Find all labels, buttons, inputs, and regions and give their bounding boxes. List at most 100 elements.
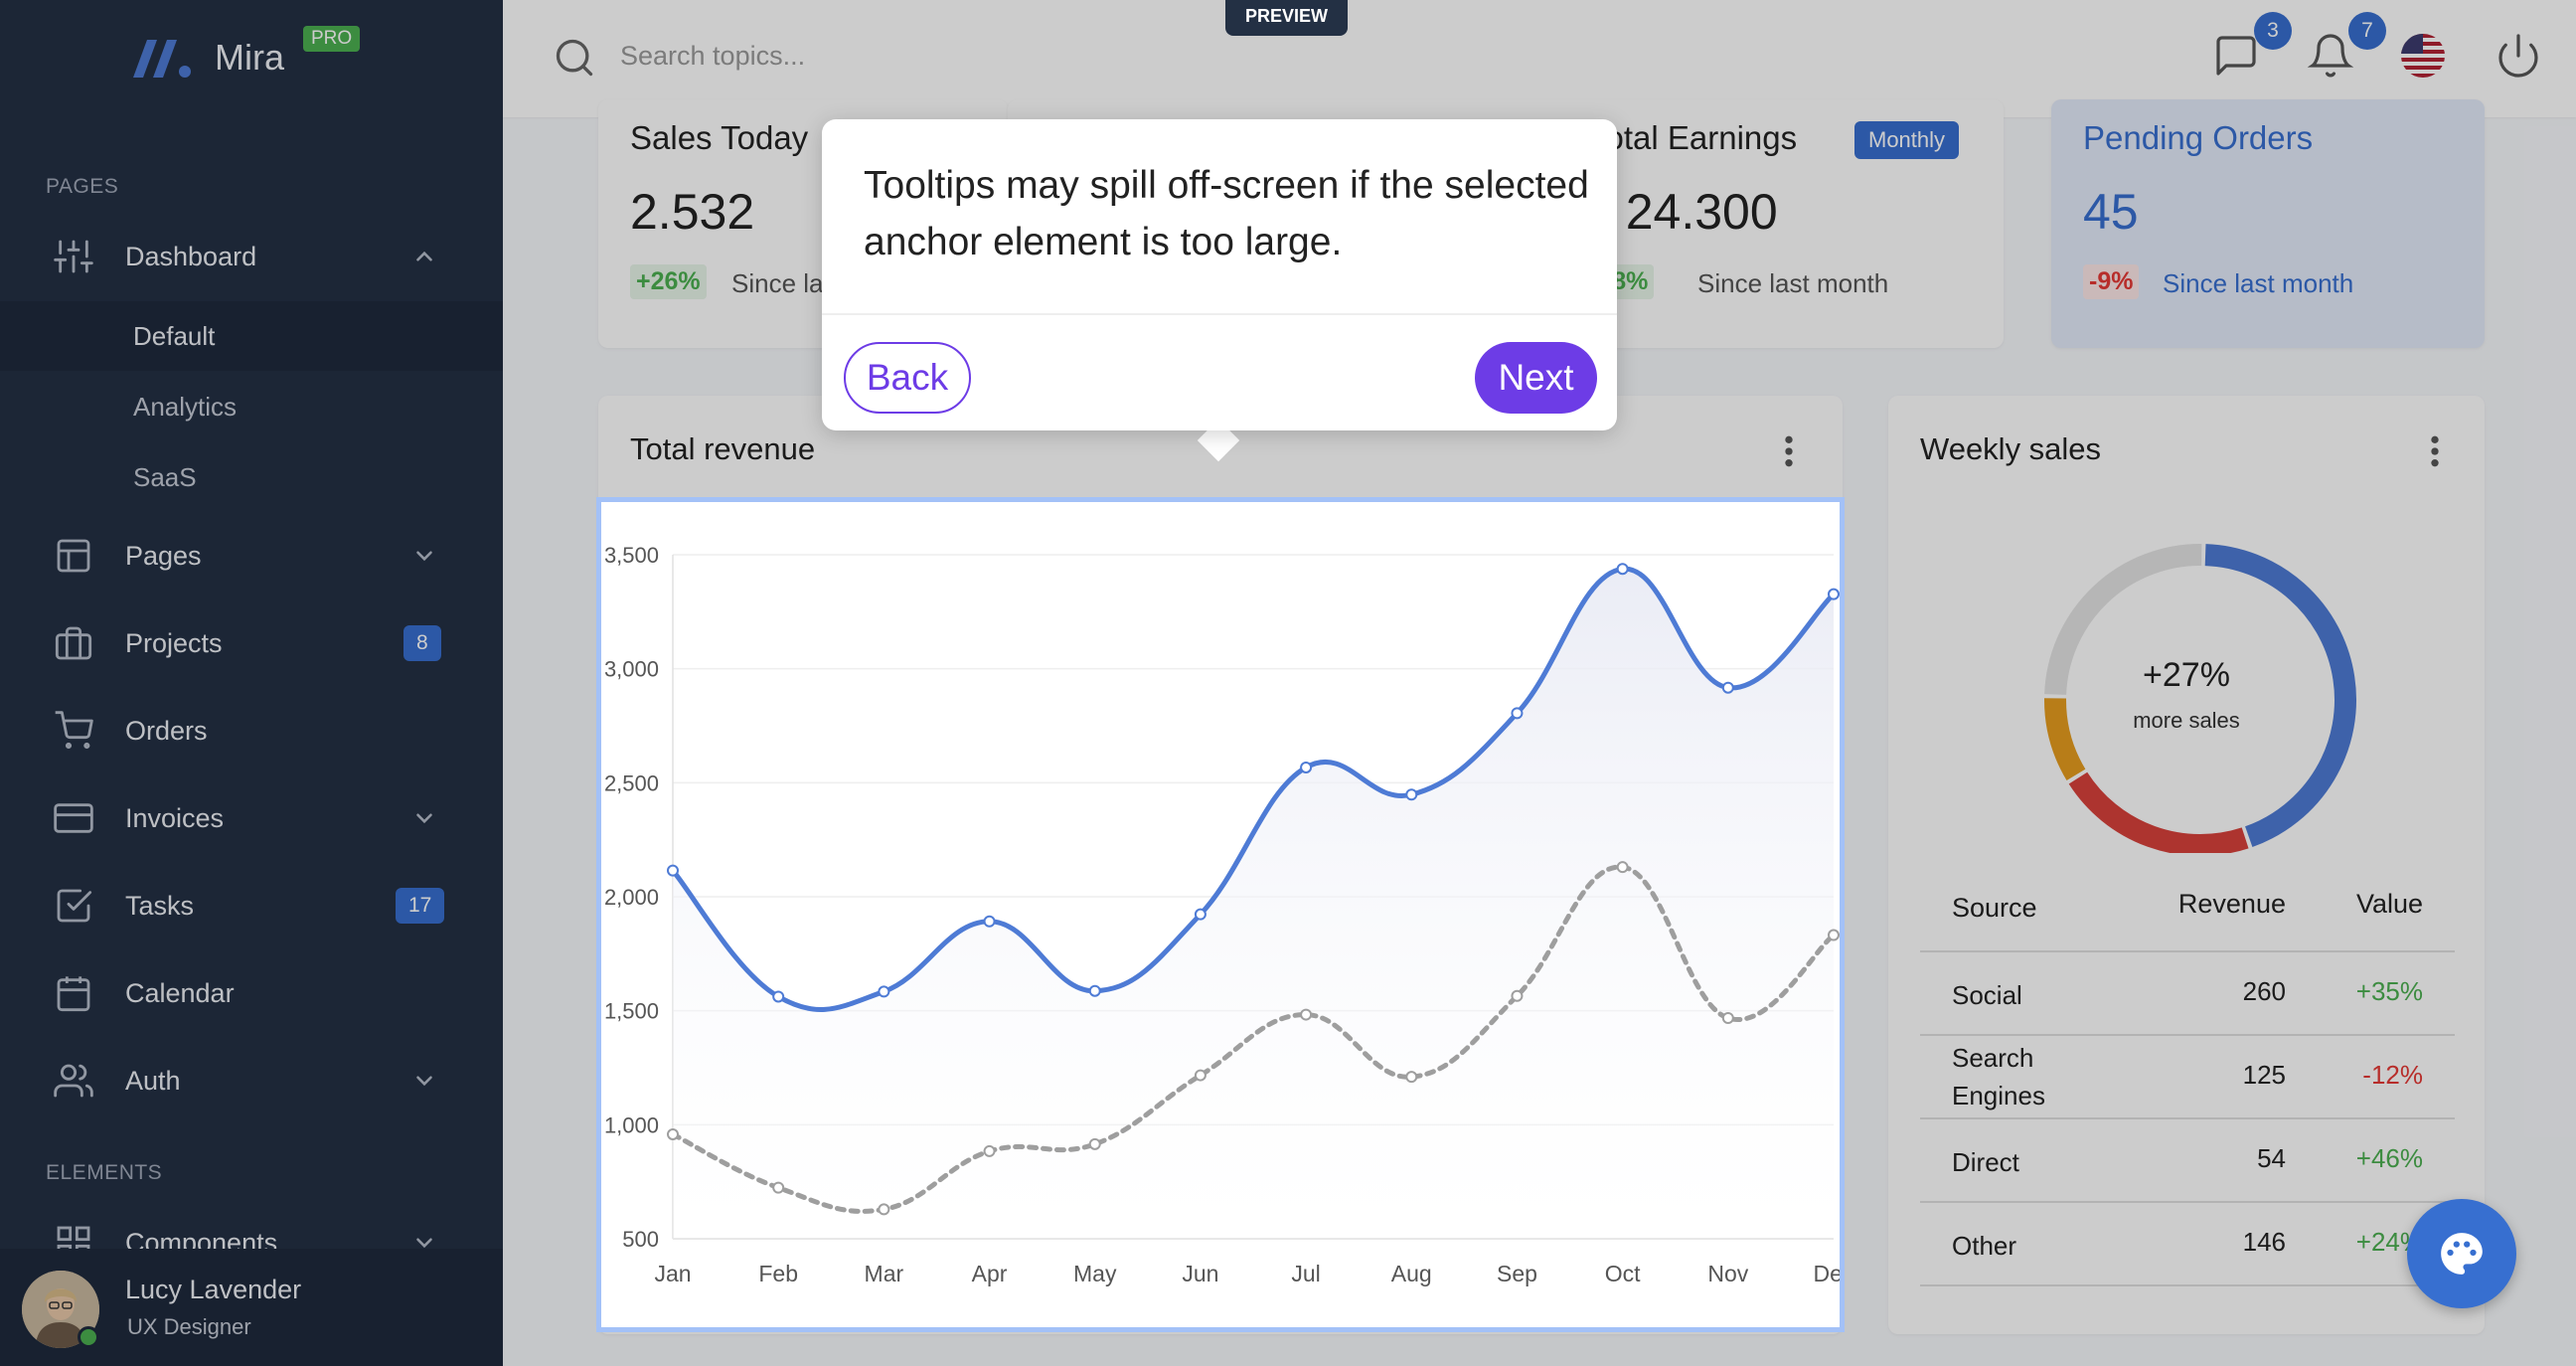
table-header-source: Source	[1952, 893, 2037, 923]
search-icon	[556, 39, 593, 77]
search-input[interactable]	[620, 30, 1216, 82]
back-button[interactable]: Back	[844, 342, 971, 414]
donut-slice	[2044, 544, 2202, 696]
tooltip-text: Tooltips may spill off-screen if the sel…	[864, 164, 1589, 263]
user-profile[interactable]: Lucy Lavender UX Designer	[0, 1249, 503, 1366]
theme-settings-button[interactable]	[2407, 1199, 2516, 1308]
tour-tooltip: Tooltips may spill off-screen if the sel…	[822, 119, 1617, 430]
bell-icon[interactable]	[2307, 32, 2354, 80]
sidebar-subitem-analytics[interactable]: Analytics	[0, 372, 503, 441]
x-tick-label: Apr	[972, 1261, 1008, 1286]
table-cell-revenue: 260	[2242, 976, 2286, 1006]
stat-card-pending-orders: Pending Orders 45 -9% Since last month	[2051, 99, 2485, 348]
series-2-point	[1405, 1071, 1418, 1084]
brand[interactable]: Mira	[129, 28, 284, 87]
table-cell-value: +46%	[2355, 1143, 2423, 1173]
sidebar-item-auth[interactable]: Auth	[0, 1045, 503, 1116]
sidebar-item-calendar[interactable]: Calendar	[0, 957, 503, 1029]
sidebar-item-pages[interactable]: Pages	[0, 520, 503, 592]
revenue-line-chart: 3,500 3,000 2,500 2,000 1,500 1,000 500 Jan Feb M…	[604, 543, 1840, 1286]
more-vertical-icon[interactable]	[2415, 429, 2455, 473]
sidebar-subitem-default[interactable]: Default	[0, 301, 503, 371]
sidebar-subitem-saas[interactable]: SaaS	[0, 442, 503, 512]
y-tick-label: 3,000	[604, 657, 659, 682]
projects-count-badge: 8	[403, 625, 441, 661]
briefcase-icon	[55, 626, 92, 660]
series-2-point	[1828, 929, 1840, 941]
table-row: Other 146 +24%	[1920, 1203, 2455, 1286]
palette-icon	[2441, 1233, 2483, 1275]
x-tick-label: Sep	[1497, 1261, 1537, 1286]
pro-badge: PRO	[303, 26, 361, 52]
series-2-point	[667, 1127, 679, 1140]
card-title: Total revenue	[630, 431, 816, 466]
us-flag-icon[interactable]	[2399, 32, 2447, 80]
power-icon[interactable]	[2495, 32, 2542, 80]
sidebar-item-label: Invoices	[125, 802, 225, 833]
table-cell-source: Search Engines	[1952, 1043, 2045, 1110]
card-title: Weekly sales	[1920, 431, 2102, 466]
next-button[interactable]: Next	[1475, 342, 1597, 414]
notifications-count-badge: 7	[2348, 12, 2386, 50]
sidebar-item-orders[interactable]: Orders	[0, 695, 503, 767]
cart-icon	[55, 711, 93, 750]
x-tick-label: Aug	[1391, 1261, 1432, 1286]
check-square-icon	[57, 889, 92, 923]
more-vertical-icon[interactable]	[1769, 429, 1809, 473]
messages-count-badge: 3	[2254, 12, 2292, 50]
sidebar-item-label: Dashboard	[125, 241, 257, 271]
donut-slice	[2204, 544, 2356, 847]
user-name: Lucy Lavender	[125, 1275, 302, 1304]
series-2-point	[1616, 861, 1629, 874]
series-1-point	[772, 990, 785, 1003]
stat-value: 45	[2083, 184, 2139, 240]
revenue-area	[673, 569, 1834, 1239]
x-tick-label: Jan	[654, 1261, 691, 1286]
series-1-point	[1721, 681, 1734, 694]
series-1-point	[1300, 761, 1313, 773]
table-cell-source: Other	[1952, 1231, 2017, 1261]
table-cell-revenue: 54	[2257, 1143, 2286, 1173]
table-header-value: Value	[2355, 889, 2423, 919]
stat-change-chip: -9%	[2083, 264, 2140, 299]
topbar: 3 7	[503, 0, 2576, 117]
sidebar-item-label: Tasks	[125, 890, 195, 921]
series-2-point	[1300, 1008, 1313, 1021]
section-title-pages: PAGES	[46, 175, 119, 198]
credit-card-icon	[54, 803, 93, 833]
sidebar-item-projects[interactable]: Projects 8	[0, 607, 503, 679]
series-1-point	[878, 985, 890, 998]
table-cell-source: Social	[1952, 980, 2022, 1010]
x-tick-label: Dec	[1814, 1261, 1840, 1286]
layout-icon	[57, 539, 90, 573]
sidebar-item-dashboard[interactable]: Dashboard	[0, 221, 503, 292]
series-1-point	[1511, 707, 1524, 720]
sidebar-item-tasks[interactable]: Tasks 17	[0, 870, 503, 941]
table-header-revenue: Revenue	[2177, 889, 2286, 919]
tooltip-divider	[822, 313, 1617, 315]
tasks-count-badge: 17	[396, 888, 445, 924]
sidebar-item-label: Calendar	[125, 977, 235, 1008]
series-2-point	[1511, 989, 1524, 1002]
sidebar-item-invoices[interactable]: Invoices	[0, 782, 503, 854]
series-1-point	[1405, 788, 1418, 801]
series-2-point	[1088, 1137, 1101, 1150]
x-tick-label: Jun	[1182, 1261, 1218, 1286]
table-header: Source Revenue Value	[1920, 875, 2455, 952]
y-tick-label: 2,000	[604, 885, 659, 910]
highlighted-revenue-chart: 3,500 3,000 2,500 2,000 1,500 1,000 500 Jan Feb M…	[596, 497, 1845, 1332]
brand-name: Mira	[215, 37, 284, 78]
series-1-point	[1194, 908, 1207, 921]
message-icon[interactable]	[2212, 32, 2260, 80]
y-tick-label: 1,500	[604, 999, 659, 1024]
x-tick-label: May	[1073, 1261, 1117, 1286]
stat-description: Since last month	[1697, 268, 1889, 298]
series-2-point	[772, 1181, 785, 1194]
table-row: Direct 54 +46%	[1920, 1119, 2455, 1203]
series-2-point	[983, 1144, 996, 1157]
x-tick-label: Nov	[1707, 1261, 1748, 1286]
sidebar-item-label: Auth	[125, 1065, 181, 1096]
sidebar-item-label: Pages	[125, 540, 202, 571]
chevron-down-icon	[416, 813, 432, 824]
donut-slice	[2068, 771, 2249, 853]
